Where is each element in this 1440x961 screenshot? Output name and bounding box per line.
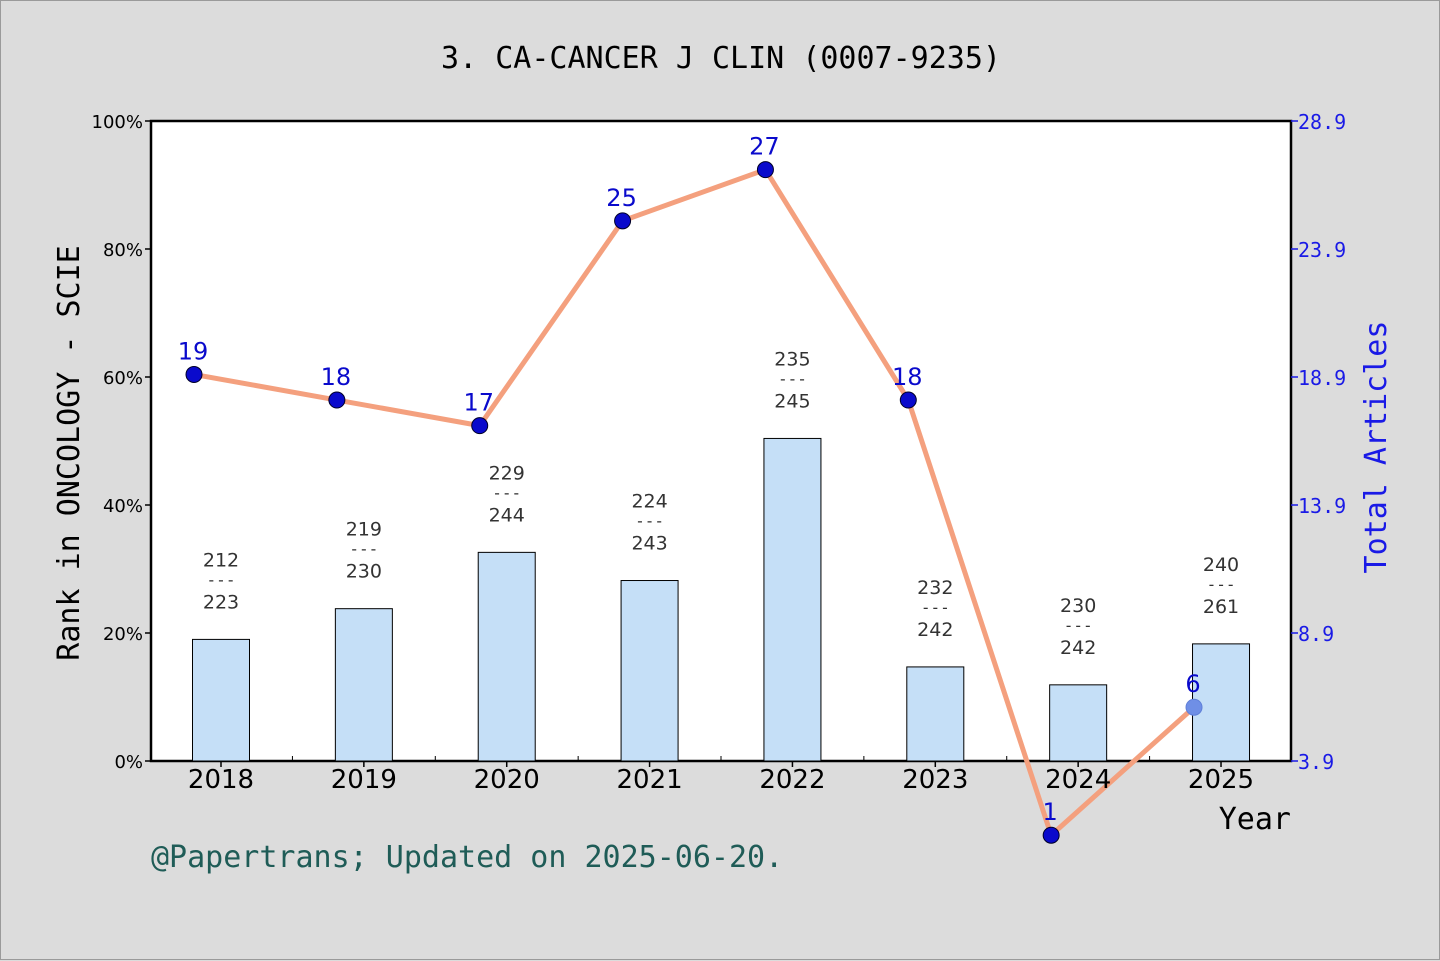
bar [1049, 684, 1108, 762]
line-point [1185, 698, 1203, 716]
bar-label-rank: 235 [774, 348, 810, 370]
line-point [899, 391, 917, 409]
footer-note: @Papertrans; Updated on 2025-06-20. [151, 840, 783, 875]
bar [620, 580, 679, 762]
bar-label-separator: --- [349, 540, 378, 559]
bar [906, 666, 965, 762]
y-tick-label: 60% [103, 368, 143, 389]
x-tick-label: 2023 [902, 765, 968, 795]
bar-label-separator: --- [492, 483, 521, 502]
point-label: 1 [1043, 798, 1058, 826]
y2-tick-label: 23.9 [1298, 238, 1346, 262]
y-tick-label: 20% [103, 624, 143, 645]
x-axis-label: Year [1219, 802, 1291, 837]
bar-label-separator: --- [778, 369, 807, 388]
bar-label-total: 243 [631, 533, 667, 555]
y-axis-label: Rank in ONCOLOGY - SCIE [52, 245, 87, 660]
bar-label-separator: --- [921, 598, 950, 617]
line-point [471, 417, 489, 435]
bar-label-total: 242 [917, 619, 953, 641]
series-line [193, 167, 1196, 838]
bar-label-separator: --- [635, 512, 664, 531]
bar-label-total: 261 [1203, 596, 1239, 618]
bar-label-rank: 240 [1203, 554, 1239, 576]
x-tick-label: 2022 [759, 765, 825, 795]
y-tick-label: 0% [114, 752, 143, 773]
plot-area [149, 119, 1293, 763]
line-point [614, 212, 632, 230]
chart-title: 3. CA-CANCER J CLIN (0007-9235) [441, 41, 1001, 76]
y2-tick-label: 18.9 [1298, 366, 1346, 390]
bar-label-separator: --- [1207, 575, 1236, 594]
bar-label-total: 242 [1060, 637, 1096, 659]
bar [763, 437, 822, 762]
bar-label-rank: 212 [203, 549, 239, 571]
bar-label-total: 245 [774, 390, 810, 412]
x-tick-label: 2018 [188, 765, 254, 795]
line-point [185, 365, 203, 383]
x-tick-label: 2025 [1188, 765, 1254, 795]
bar [477, 551, 536, 762]
y-tick-label: 80% [103, 240, 143, 261]
bar-label-total: 230 [346, 561, 382, 583]
point-label: 6 [1185, 670, 1200, 698]
y2-tick-label: 28.9 [1298, 110, 1346, 134]
bar-label-separator: --- [207, 570, 236, 589]
bar-label-total: 223 [203, 591, 239, 613]
bar [192, 638, 250, 762]
bar-label-separator: --- [1064, 616, 1093, 635]
line-point [1042, 826, 1060, 844]
point-label: 19 [178, 337, 209, 365]
point-label: 27 [749, 133, 780, 161]
x-tick-label: 2019 [331, 765, 397, 795]
point-label: 18 [321, 363, 352, 391]
bar-label-rank: 224 [631, 491, 667, 513]
point-label: 25 [606, 184, 637, 212]
bar-label-rank: 230 [1060, 595, 1096, 617]
bar [1192, 643, 1251, 762]
y2-tick-label: 13.9 [1298, 494, 1346, 518]
bar-label-rank: 229 [489, 462, 525, 484]
bar [334, 608, 393, 762]
line-point [756, 161, 774, 179]
y-tick-label: 40% [103, 496, 143, 517]
bar-label-rank: 232 [917, 577, 953, 599]
y2-axis-label: Total Articles [1359, 321, 1394, 574]
y-tick-label: 100% [92, 112, 143, 133]
y2-tick-label: 8.9 [1298, 622, 1334, 646]
y2-tick-label: 3.9 [1298, 750, 1334, 774]
line-point [328, 391, 346, 409]
x-tick-label: 2021 [616, 765, 682, 795]
x-tick-label: 2024 [1045, 765, 1111, 795]
point-label: 17 [463, 389, 494, 417]
bar-label-total: 244 [489, 504, 525, 526]
point-label: 18 [892, 363, 923, 391]
x-tick-label: 2020 [474, 765, 540, 795]
bar-label-rank: 219 [346, 519, 382, 541]
